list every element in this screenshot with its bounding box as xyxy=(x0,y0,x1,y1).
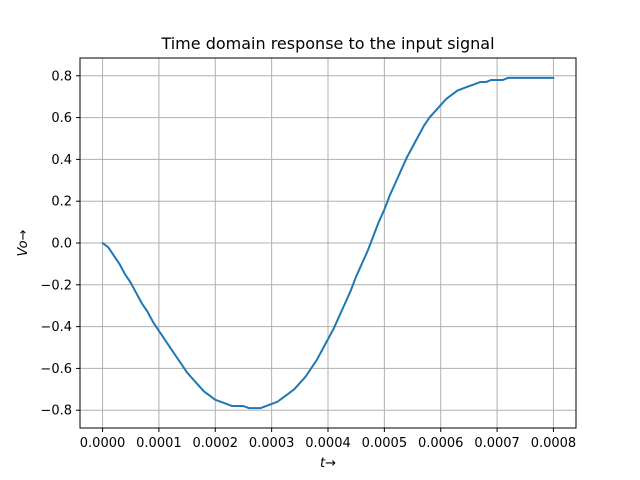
x-tick-label: 0.0002 xyxy=(193,436,239,451)
chart-title: Time domain response to the input signal xyxy=(160,34,494,53)
y-tick-label: −0.4 xyxy=(40,320,72,335)
x-axis-label: t→ xyxy=(320,456,336,471)
y-tick-label: 0.0 xyxy=(51,237,72,252)
series-line-0 xyxy=(101,76,555,410)
y-tick-label: 0.8 xyxy=(51,69,72,84)
y-tick-label: −0.8 xyxy=(40,404,72,419)
y-tick-label: −0.2 xyxy=(40,278,72,293)
x-tick-label: 0.0007 xyxy=(474,436,520,451)
x-tick-label: 0.0006 xyxy=(418,436,464,451)
y-tick-label: 0.2 xyxy=(51,195,72,210)
x-tick-label: 0.0001 xyxy=(136,436,182,451)
x-tick-label: 0.0004 xyxy=(305,436,351,451)
x-tick-label: 0.0000 xyxy=(80,436,126,451)
y-tick-label: 0.4 xyxy=(51,153,72,168)
x-axis: 0.0000 0.0001 0.0002 0.0003 0.0004 0.0005 0.00… xyxy=(80,428,576,451)
x-tick-label: 0.0008 xyxy=(531,436,577,451)
y-tick-label: −0.6 xyxy=(40,362,72,377)
x-tick-label: 0.0003 xyxy=(249,436,295,451)
y-axis: −0.8 −0.6 −0.4 −0.2 0.0 0.2 0.4 0.6 0.8 xyxy=(40,69,80,419)
y-axis-label: Vo→ xyxy=(16,229,31,256)
series-layer xyxy=(101,76,555,410)
grid xyxy=(80,58,576,428)
y-tick-label: 0.6 xyxy=(51,111,72,126)
x-tick-label: 0.0005 xyxy=(362,436,408,451)
